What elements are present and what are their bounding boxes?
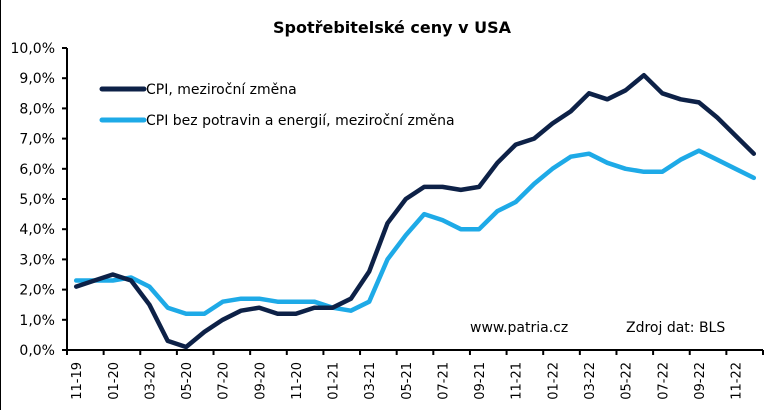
- y-tick-label: 7,0%: [19, 132, 55, 148]
- y-tick-label: 9,0%: [19, 71, 55, 87]
- x-tick-label: 11-21: [510, 362, 525, 400]
- y-tick-label: 3,0%: [19, 252, 55, 268]
- x-axis: 11-19 01-20 03-20 05-20 07-20 09-20 11-20 01-21…: [66, 349, 764, 400]
- y-tick-label: 10,0%: [11, 41, 55, 57]
- x-tick-label: 11-22: [730, 362, 745, 400]
- x-tick-label: 05-22: [620, 362, 635, 400]
- x-tick-label: 11-20: [290, 362, 305, 400]
- series-line-core: [73, 148, 757, 317]
- y-tick-label: 6,0%: [19, 162, 55, 178]
- y-tick-label: 5,0%: [19, 192, 55, 208]
- y-tick-label: 2,0%: [19, 283, 55, 299]
- plot-lines: [73, 72, 757, 350]
- y-tick-label: 0,0%: [19, 343, 55, 359]
- legend: CPI, meziroční změna CPI bez potravin a …: [99, 82, 455, 129]
- x-tick-label: 05-20: [180, 362, 195, 400]
- x-tick-label: 07-21: [436, 362, 451, 400]
- legend-label-cpi: CPI, meziroční změna: [146, 82, 297, 98]
- x-tick-label: 01-21: [327, 362, 342, 400]
- series-line-cpi: [73, 72, 757, 350]
- x-tick-label: 03-20: [143, 362, 158, 400]
- x-tick-label: 01-20: [107, 362, 122, 400]
- x-tick-label: 01-22: [546, 362, 561, 400]
- x-tick-label: 11-19: [70, 362, 85, 400]
- x-tick-label: 03-21: [363, 362, 378, 400]
- x-tick-label: 07-20: [217, 362, 232, 400]
- y-tick-label: 8,0%: [19, 101, 55, 117]
- y-tick-label: 1,0%: [19, 313, 55, 329]
- x-tick-label: 09-21: [473, 362, 488, 400]
- x-tick-label: 07-22: [656, 362, 671, 400]
- y-tick-label: 4,0%: [19, 222, 55, 238]
- x-tick-label: 09-20: [253, 362, 268, 400]
- chart-title: Spotřebitelské ceny v USA: [272, 18, 512, 37]
- x-tick-label: 05-21: [400, 362, 415, 400]
- y-axis: 0,0% 1,0% 2,0% 3,0% 4,0% 5,0% 6,0% 7,0% 8,0% 9,0%…: [11, 41, 68, 359]
- x-tick-label: 09-22: [693, 362, 708, 400]
- watermark-text: www.patria.cz: [470, 320, 568, 336]
- legend-label-core: CPI bez potravin a energií, meziroční zm…: [146, 113, 455, 129]
- x-tick-label: 03-22: [583, 362, 598, 400]
- source-text: Zdroj dat: BLS: [626, 320, 725, 336]
